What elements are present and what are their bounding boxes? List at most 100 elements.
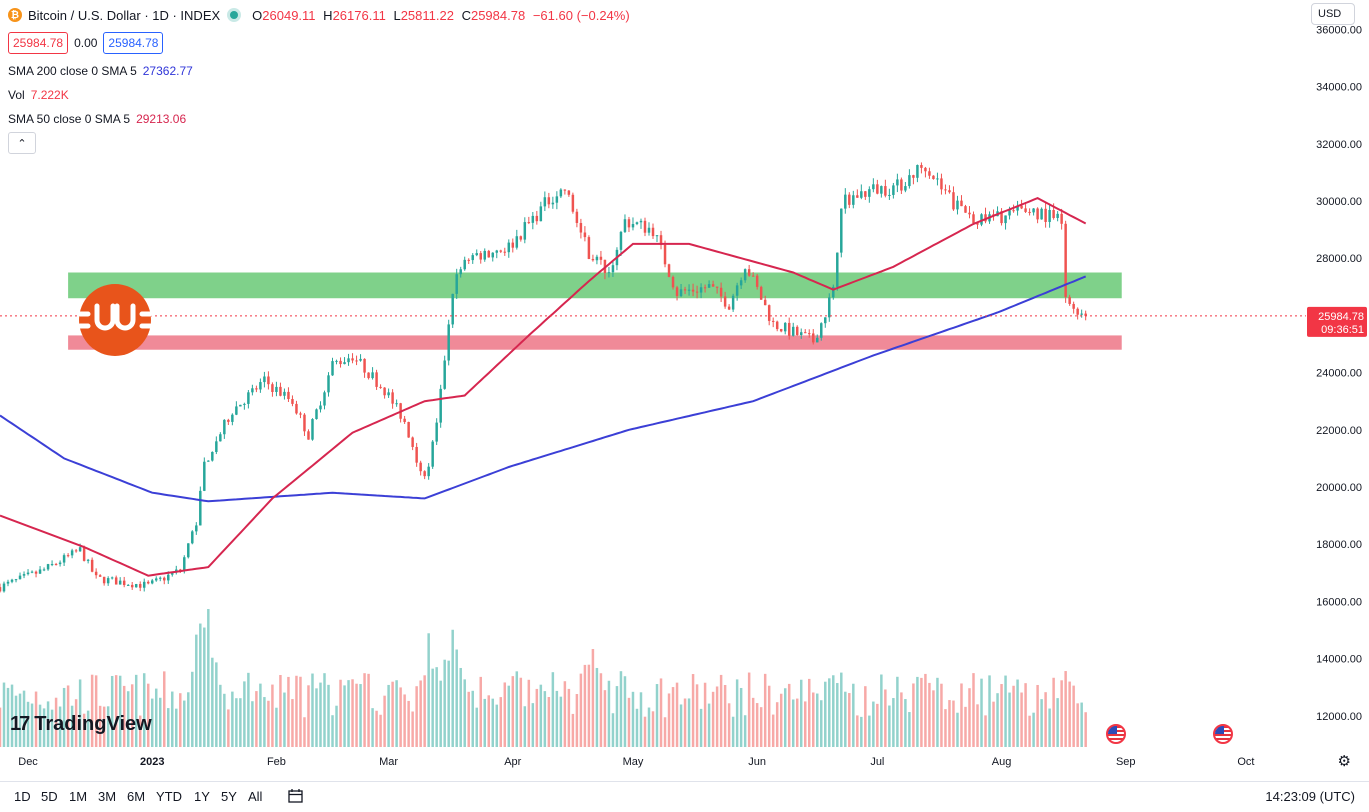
- candle-body[interactable]: [571, 194, 575, 212]
- candle-body[interactable]: [359, 358, 362, 361]
- candle-body[interactable]: [892, 185, 895, 195]
- candle-body[interactable]: [146, 581, 150, 584]
- candle-body[interactable]: [940, 178, 943, 190]
- candle-body[interactable]: [767, 305, 771, 321]
- candle-body[interactable]: [1084, 313, 1087, 316]
- candle-body[interactable]: [1028, 211, 1031, 213]
- settings-gear-icon[interactable]: ⚙: [1337, 753, 1351, 770]
- candle-body[interactable]: [1032, 208, 1035, 213]
- candle-body[interactable]: [535, 215, 539, 222]
- candle-body[interactable]: [90, 559, 94, 572]
- candle-body[interactable]: [579, 222, 583, 233]
- candle-body[interactable]: [219, 434, 222, 442]
- indicator-volume[interactable]: Vol 7.222K: [8, 88, 69, 102]
- candle-body[interactable]: [551, 202, 555, 205]
- indicator-sma50[interactable]: SMA 50 close 0 SMA 5 29213.06: [8, 112, 187, 126]
- candle-body[interactable]: [106, 578, 110, 584]
- candle-body[interactable]: [1020, 205, 1023, 209]
- candle-body[interactable]: [1076, 308, 1079, 315]
- candle-body[interactable]: [487, 250, 490, 258]
- candle-body[interactable]: [383, 387, 386, 396]
- candle-body[interactable]: [691, 289, 695, 292]
- candle-body[interactable]: [595, 256, 599, 261]
- candle-body[interactable]: [459, 269, 462, 275]
- candle-body[interactable]: [375, 372, 378, 387]
- candle-body[interactable]: [888, 194, 891, 196]
- candle-body[interactable]: [263, 376, 266, 383]
- candle-body[interactable]: [379, 386, 382, 388]
- candle-body[interactable]: [707, 284, 711, 288]
- candle-body[interactable]: [70, 550, 74, 556]
- candle-body[interactable]: [824, 317, 827, 324]
- buy-price-button[interactable]: 25984.78: [103, 32, 164, 54]
- candle-body[interactable]: [451, 293, 454, 325]
- indicator-sma200[interactable]: SMA 200 close 0 SMA 5 27362.77: [8, 64, 193, 78]
- candle-body[interactable]: [207, 460, 210, 462]
- candle-body[interactable]: [299, 413, 302, 415]
- sma50-line[interactable]: [0, 196, 1087, 577]
- candle-body[interactable]: [291, 399, 294, 404]
- candle-body[interactable]: [836, 252, 839, 287]
- candle-body[interactable]: [78, 547, 82, 552]
- candle-body[interactable]: [227, 419, 230, 422]
- candle-body[interactable]: [803, 332, 807, 334]
- candle-body[interactable]: [651, 227, 655, 237]
- candle-body[interactable]: [944, 189, 947, 191]
- candle-body[interactable]: [880, 186, 883, 194]
- candle-body[interactable]: [1064, 223, 1067, 297]
- candle-body[interactable]: [924, 167, 927, 172]
- candle-body[interactable]: [251, 388, 254, 393]
- candle-body[interactable]: [539, 206, 543, 222]
- candle-body[interactable]: [171, 572, 174, 575]
- candle-body[interactable]: [583, 232, 587, 238]
- timeframe-6m[interactable]: 6M: [127, 789, 146, 804]
- candle-body[interactable]: [367, 372, 370, 379]
- candle-body[interactable]: [355, 360, 358, 362]
- timeframe-5d[interactable]: 5D: [41, 789, 58, 804]
- candle-body[interactable]: [896, 179, 899, 186]
- candle-body[interactable]: [463, 259, 466, 270]
- candle-body[interactable]: [407, 422, 410, 438]
- candle-body[interactable]: [735, 285, 739, 296]
- candle-body[interactable]: [908, 175, 911, 187]
- candle-body[interactable]: [503, 251, 507, 253]
- candle-body[interactable]: [852, 195, 855, 205]
- candle-body[interactable]: [195, 525, 198, 532]
- candle-body[interactable]: [679, 289, 683, 297]
- candle-body[interactable]: [443, 360, 446, 389]
- candle-body[interactable]: [1060, 213, 1063, 224]
- candle-body[interactable]: [575, 211, 579, 223]
- candle-body[interactable]: [395, 403, 398, 405]
- timeframe-1y[interactable]: 1Y: [194, 789, 210, 804]
- candle-body[interactable]: [611, 265, 615, 273]
- timeframe-ytd[interactable]: YTD: [156, 789, 182, 804]
- candle-body[interactable]: [547, 197, 551, 205]
- candle-body[interactable]: [627, 219, 631, 228]
- candle-body[interactable]: [142, 581, 146, 588]
- candle-body[interactable]: [114, 577, 118, 585]
- candle-body[interactable]: [183, 557, 186, 571]
- candle-body[interactable]: [323, 392, 326, 406]
- candle-body[interactable]: [6, 581, 10, 584]
- candle-body[interactable]: [507, 242, 511, 253]
- candle-body[interactable]: [795, 326, 799, 335]
- candle-body[interactable]: [719, 287, 723, 297]
- candle-body[interactable]: [779, 329, 783, 332]
- candle-body[interactable]: [723, 296, 727, 307]
- candle-body[interactable]: [455, 274, 458, 294]
- candle-body[interactable]: [812, 333, 815, 343]
- candle-body[interactable]: [199, 490, 202, 526]
- candle-body[interactable]: [126, 584, 130, 586]
- candle-body[interactable]: [1044, 208, 1047, 222]
- candle-body[interactable]: [631, 224, 635, 228]
- candle-body[interactable]: [10, 579, 14, 582]
- candle-body[interactable]: [972, 214, 975, 224]
- candle-body[interactable]: [259, 382, 262, 390]
- candle-body[interactable]: [423, 471, 426, 477]
- candle-body[interactable]: [1056, 213, 1059, 218]
- candle-body[interactable]: [415, 446, 418, 463]
- candle-body[interactable]: [775, 321, 779, 330]
- utc-clock[interactable]: 14:23:09 (UTC): [1265, 789, 1355, 804]
- candle-body[interactable]: [904, 186, 907, 191]
- candle-body[interactable]: [703, 287, 707, 289]
